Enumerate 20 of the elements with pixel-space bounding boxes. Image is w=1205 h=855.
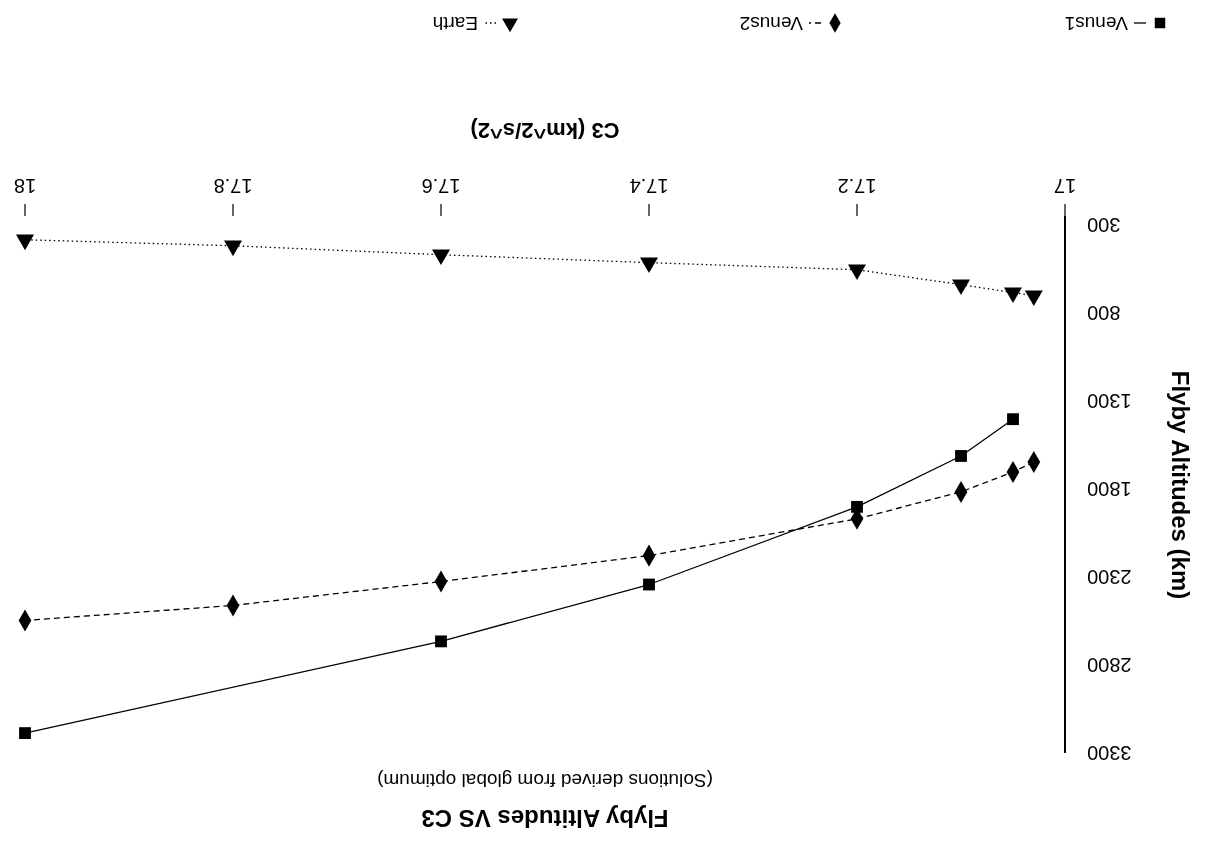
y-tick-label: 1300 bbox=[1087, 389, 1132, 412]
y-tick-label: 1800 bbox=[1087, 477, 1132, 500]
x-tick-label: 17 bbox=[1053, 175, 1077, 197]
y-tick-label: 2800 bbox=[1087, 653, 1132, 676]
x-axis-title: C3 (km^2/s^2) bbox=[470, 117, 620, 143]
text: Flyby Altitudes VS C3 bbox=[421, 804, 669, 832]
y-tick-label: 300 bbox=[1087, 213, 1121, 236]
y-axis-title: Flyby Altitudes (km) bbox=[1166, 370, 1194, 600]
x-tick-label: 17.8 bbox=[213, 175, 253, 197]
x-tick-label: 17.4 bbox=[629, 175, 669, 197]
legend-label: Venus1 bbox=[1064, 12, 1128, 34]
x-tick-label: 18 bbox=[13, 175, 37, 197]
legend-label: Venus2 bbox=[739, 12, 803, 34]
y-tick-label: 800 bbox=[1087, 301, 1121, 324]
y-tick-label: 2300 bbox=[1087, 565, 1132, 588]
text: (Solutions derived from global optimum) bbox=[377, 769, 713, 791]
legend-label: Earth bbox=[432, 12, 478, 34]
x-tick-label: 17.2 bbox=[837, 175, 877, 197]
y-tick-label: 3300 bbox=[1087, 742, 1132, 764]
x-tick-label: 17.6 bbox=[421, 175, 461, 197]
